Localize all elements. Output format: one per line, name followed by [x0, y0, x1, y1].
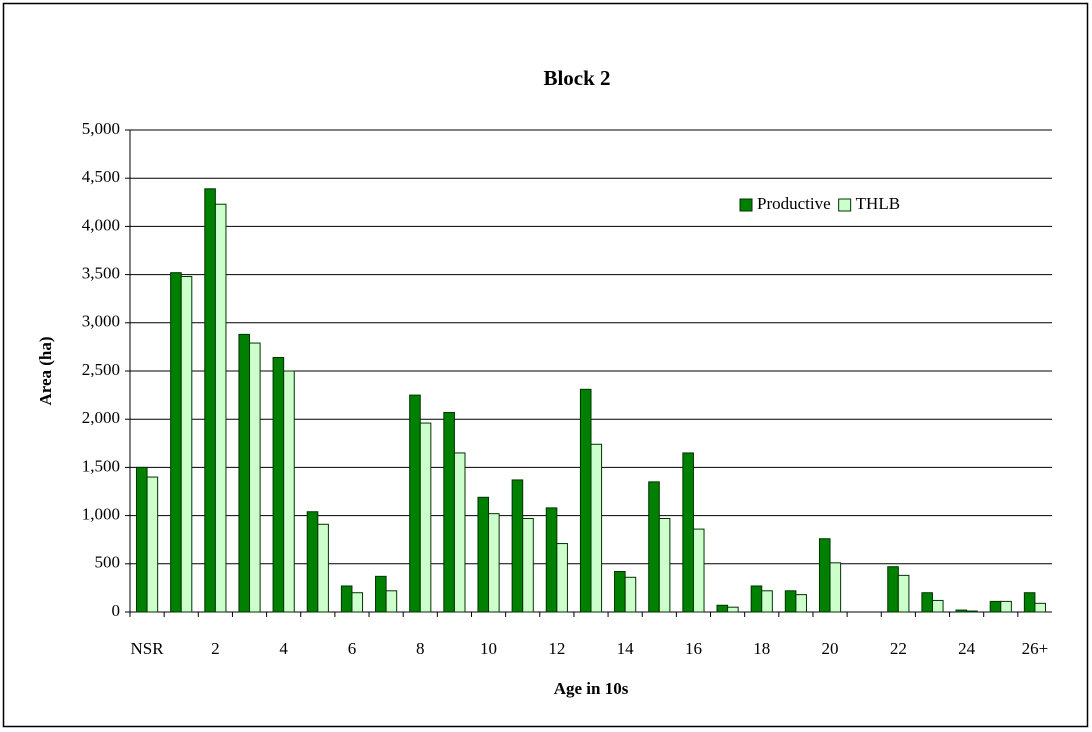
- bar: [795, 594, 807, 613]
- bar: [511, 479, 524, 613]
- x-tick-label: 22: [890, 639, 907, 658]
- bar: [340, 585, 353, 613]
- bar: [579, 388, 592, 613]
- bar: [488, 513, 500, 613]
- bar: [784, 590, 797, 613]
- bar: [750, 585, 763, 613]
- x-tick-label: 2: [211, 639, 220, 658]
- bar: [727, 606, 739, 613]
- y-tick-label: 0: [112, 601, 121, 620]
- x-tick-label: 6: [348, 639, 357, 658]
- bar: [897, 574, 910, 613]
- bar: [351, 592, 364, 613]
- bar: [1000, 600, 1012, 613]
- legend-label: Productive: [757, 194, 831, 213]
- y-axis-title: Area (ha): [36, 336, 55, 405]
- bar: [966, 610, 978, 613]
- x-tick-label: 26+: [1022, 639, 1049, 658]
- bar: [409, 394, 421, 613]
- bar: [180, 276, 193, 613]
- bar: [931, 599, 944, 613]
- bar: [238, 333, 251, 613]
- bar: [317, 523, 329, 613]
- bar: [761, 590, 773, 613]
- bar: [692, 528, 705, 613]
- bar: [214, 203, 227, 613]
- bar: [283, 370, 295, 613]
- y-tick-label: 3,500: [82, 264, 120, 283]
- bar: [1023, 592, 1036, 613]
- y-tick-label: 500: [95, 553, 121, 572]
- bar: [522, 517, 534, 613]
- y-tick-label: 5,000: [82, 119, 120, 138]
- bar: [375, 575, 387, 613]
- bar: [989, 600, 1002, 613]
- bar: [135, 466, 148, 613]
- x-tick-label: 20: [822, 639, 839, 658]
- x-tick-label: 10: [480, 639, 497, 658]
- bar: [204, 188, 216, 613]
- bar: [716, 604, 729, 613]
- bar: [682, 452, 694, 613]
- bar: [419, 422, 432, 613]
- x-tick-label: 12: [548, 639, 565, 658]
- x-tick-label: 24: [958, 639, 976, 658]
- bar: [249, 342, 261, 613]
- x-tick-label: 4: [279, 639, 288, 658]
- bar: [477, 496, 490, 613]
- bar: [146, 476, 159, 613]
- y-tick-label: 4,500: [82, 167, 120, 186]
- bar: [272, 357, 285, 613]
- bar: [453, 452, 466, 613]
- bar: [306, 511, 319, 613]
- bar: [818, 538, 831, 613]
- x-tick-label: 18: [753, 639, 770, 658]
- bar: [624, 576, 637, 613]
- bar: [385, 590, 398, 613]
- bar: [1034, 602, 1047, 613]
- bar: [887, 566, 899, 613]
- x-tick-label: 8: [416, 639, 425, 658]
- bar: [921, 592, 933, 613]
- bar: [658, 517, 671, 613]
- bar: [648, 481, 660, 613]
- bar: [545, 507, 558, 613]
- bar: [443, 411, 455, 613]
- bar: [590, 443, 603, 613]
- chart-title: Block 2: [543, 66, 610, 90]
- y-tick-label: 3,000: [82, 312, 120, 331]
- bar: [829, 562, 842, 613]
- x-tick-label: 16: [685, 639, 702, 658]
- x-axis-title: Age in 10s: [554, 679, 629, 698]
- y-tick-label: 2,000: [82, 408, 120, 427]
- legend-swatch: [838, 198, 852, 212]
- x-tick-label: 14: [617, 639, 635, 658]
- legend-swatch: [739, 198, 753, 212]
- bar: [170, 272, 182, 613]
- x-tick-label: NSR: [131, 639, 165, 658]
- bar: [556, 543, 568, 613]
- legend-label: THLB: [856, 194, 900, 213]
- y-tick-label: 1,000: [82, 505, 120, 524]
- bar: [614, 571, 626, 613]
- y-tick-label: 4,000: [82, 215, 120, 234]
- bar: [955, 609, 968, 613]
- y-tick-label: 2,500: [82, 360, 120, 379]
- y-tick-label: 1,500: [82, 456, 120, 475]
